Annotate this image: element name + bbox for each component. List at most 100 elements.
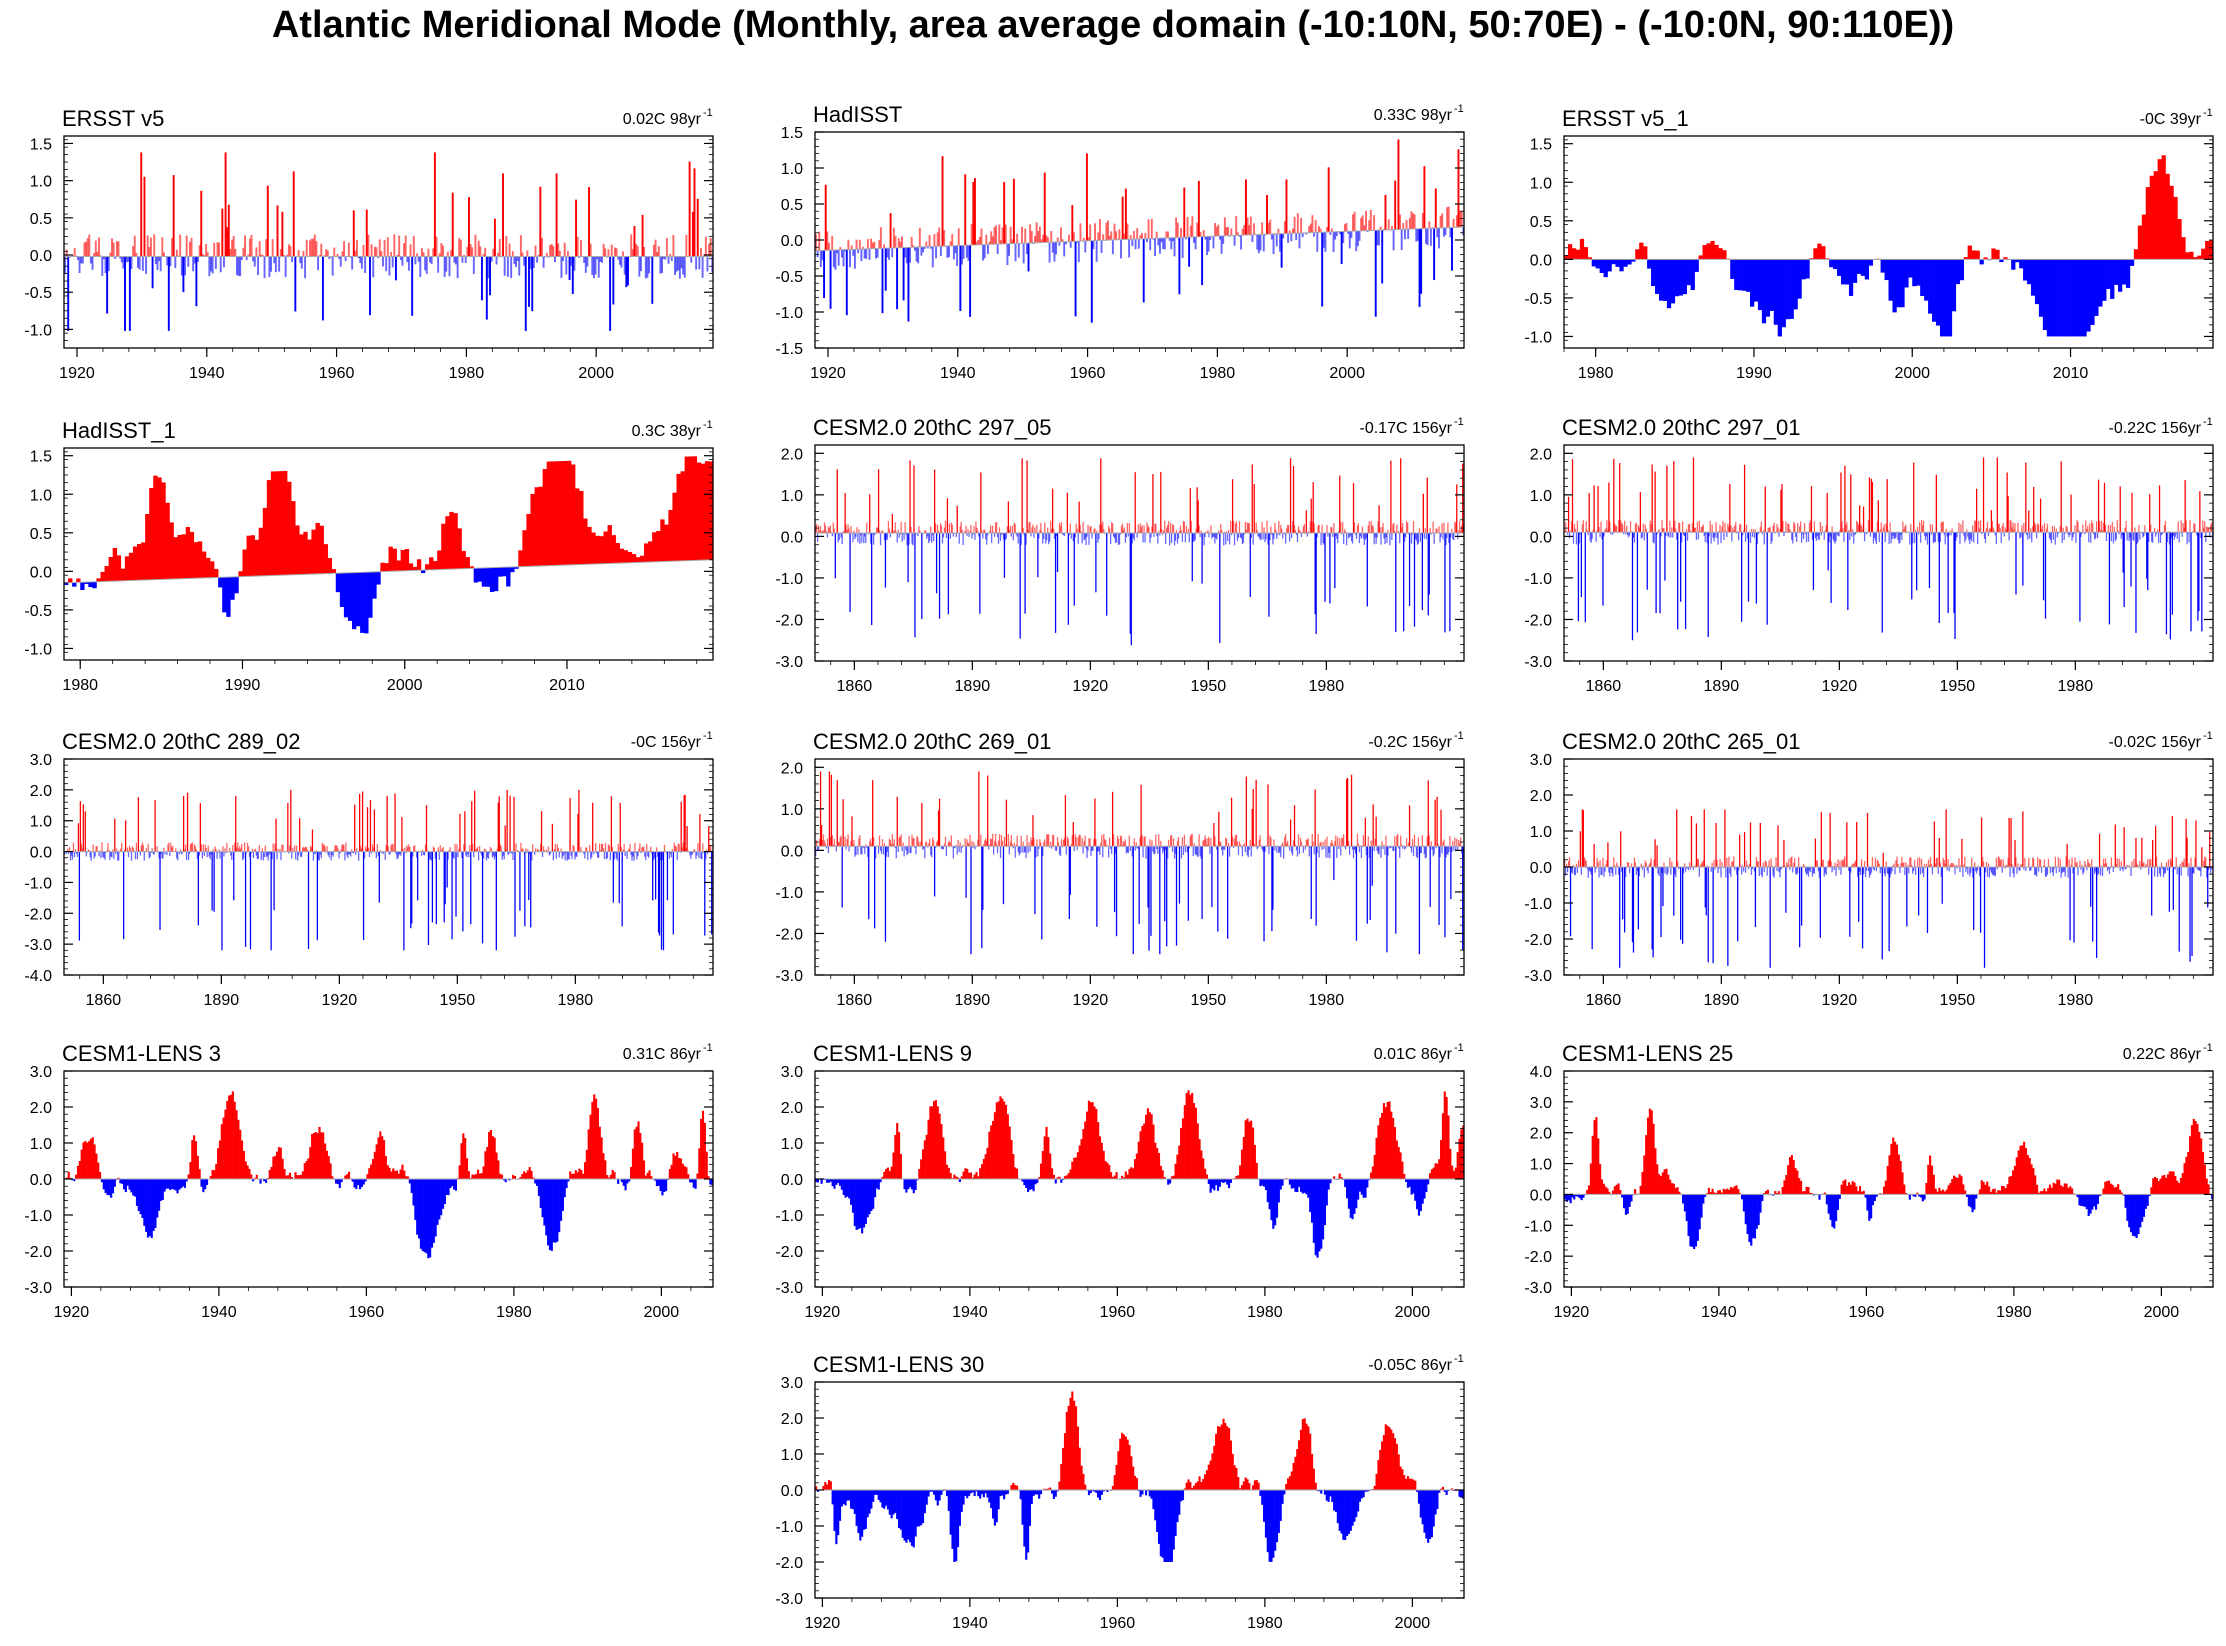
positive-anomaly-bar	[1207, 838, 1209, 847]
positive-anomaly-bar	[949, 843, 951, 847]
negative-anomaly-bar	[237, 256, 240, 276]
positive-anomaly-bar	[1289, 819, 1292, 847]
positive-anomaly-bar	[1454, 521, 1456, 534]
negative-anomaly-bar	[948, 245, 950, 258]
negative-anomaly-bar	[617, 256, 620, 260]
negative-anomaly-bar	[1884, 532, 1886, 543]
positive-anomaly-bar	[1791, 856, 1793, 867]
negative-anomaly-bar	[1156, 846, 1158, 850]
y-tick-label: 1.0	[781, 802, 803, 819]
positive-anomaly-bar	[112, 242, 115, 257]
positive-anomaly-bar	[292, 847, 294, 852]
positive-anomaly-bar	[2004, 527, 2006, 533]
positive-anomaly-bar	[869, 494, 871, 534]
negative-anomaly-bar	[1599, 532, 1601, 537]
negative-anomaly-bar	[909, 247, 912, 263]
negative-anomaly-bar	[508, 851, 510, 854]
positive-anomaly-bar	[1441, 213, 1444, 228]
positive-anomaly-bar	[1674, 520, 1676, 533]
negative-anomaly-bar	[1678, 259, 1684, 296]
negative-anomaly-bar	[2187, 532, 2189, 534]
negative-anomaly-bar	[1912, 259, 1917, 287]
negative-anomaly-bar	[618, 851, 620, 904]
positive-anomaly-bar	[1729, 484, 1731, 533]
positive-anomaly-bar	[1331, 840, 1333, 847]
positive-anomaly-bar	[1345, 223, 1348, 232]
positive-anomaly-bar	[545, 252, 548, 257]
positive-anomaly-bar	[990, 231, 993, 245]
positive-anomaly-bar	[343, 845, 345, 852]
positive-anomaly-bar	[890, 843, 892, 847]
positive-anomaly-bar	[1604, 529, 1606, 533]
negative-anomaly-bar	[1953, 532, 1955, 613]
negative-anomaly-bar	[1590, 532, 1592, 543]
negative-anomaly-bar	[1163, 238, 1166, 250]
positive-anomaly-bar	[1217, 224, 1220, 237]
negative-anomaly-bar	[101, 256, 104, 276]
positive-anomaly-bar	[132, 546, 138, 581]
negative-anomaly-bar	[1908, 259, 1913, 278]
positive-anomaly-bar	[1609, 521, 1611, 533]
negative-anomaly-bar	[1753, 532, 1756, 538]
negative-anomaly-bar	[451, 851, 453, 940]
positive-anomaly-bar	[1021, 226, 1023, 244]
positive-anomaly-bar	[1821, 525, 1823, 533]
positive-anomaly-bar	[553, 849, 555, 852]
negative-anomaly-bar	[1159, 846, 1161, 955]
negative-anomaly-bar	[597, 851, 600, 858]
negative-anomaly-bar	[2136, 532, 2138, 545]
positive-anomaly-bar	[1314, 789, 1316, 847]
negative-anomaly-bar	[187, 851, 190, 861]
positive-anomaly-bar	[678, 844, 680, 852]
negative-anomaly-bar	[1796, 867, 1798, 875]
positive-anomaly-bar	[947, 842, 950, 847]
negative-anomaly-bar	[1167, 846, 1169, 859]
negative-anomaly-bar	[1377, 846, 1379, 854]
negative-anomaly-bar	[410, 851, 412, 929]
positive-anomaly-bar	[1976, 488, 1978, 533]
x-tick-label: 1920	[322, 992, 358, 1009]
positive-anomaly-bar	[504, 825, 506, 852]
negative-anomaly-bar	[1444, 846, 1446, 938]
negative-anomaly-bar	[1263, 846, 1265, 942]
positive-anomaly-bar	[250, 535, 255, 577]
negative-anomaly-bar	[1840, 867, 1842, 875]
negative-anomaly-bar	[1717, 532, 1719, 545]
positive-anomaly-bar	[1739, 834, 1741, 867]
positive-anomaly-bar	[2100, 520, 2103, 533]
positive-anomaly-bar	[850, 840, 852, 847]
negative-anomaly-bar	[378, 851, 380, 903]
positive-anomaly-bar	[2203, 527, 2205, 533]
negative-anomaly-bar	[1656, 532, 1658, 535]
positive-anomaly-bar	[1616, 526, 1618, 533]
positive-anomaly-bar	[1408, 805, 1411, 847]
positive-anomaly-bar	[638, 848, 640, 852]
negative-anomaly-bar	[696, 851, 698, 856]
positive-anomaly-bar	[589, 844, 591, 852]
negative-anomaly-bar	[1708, 532, 1710, 537]
positive-anomaly-bar	[644, 543, 649, 563]
positive-anomaly-bar	[588, 187, 590, 257]
positive-anomaly-bar	[147, 843, 149, 852]
negative-anomaly-bar	[832, 250, 835, 268]
negative-anomaly-bar	[1714, 532, 1716, 538]
negative-anomaly-bar	[827, 846, 830, 854]
negative-anomaly-bar	[216, 851, 218, 859]
negative-anomaly-bar	[1332, 231, 1335, 252]
positive-anomaly-bar	[1579, 238, 1585, 260]
positive-anomaly-bar	[696, 462, 702, 561]
positive-anomaly-bar	[2124, 527, 2126, 533]
positive-anomaly-bar	[1691, 522, 1694, 533]
negative-anomaly-bar	[1825, 867, 1827, 875]
negative-anomaly-bar	[2190, 532, 2192, 632]
negative-anomaly-bar	[1096, 846, 1098, 927]
positive-anomaly-bar	[1163, 530, 1165, 534]
negative-anomaly-bar	[1048, 533, 1050, 545]
negative-anomaly-bar	[1216, 846, 1218, 850]
negative-anomaly-bar	[902, 533, 904, 535]
negative-anomaly-bar	[2096, 532, 2099, 539]
positive-anomaly-bar	[239, 846, 241, 852]
negative-anomaly-bar	[1269, 533, 1271, 541]
positive-anomaly-bar	[1702, 524, 1704, 533]
negative-anomaly-bar	[1923, 532, 1926, 536]
